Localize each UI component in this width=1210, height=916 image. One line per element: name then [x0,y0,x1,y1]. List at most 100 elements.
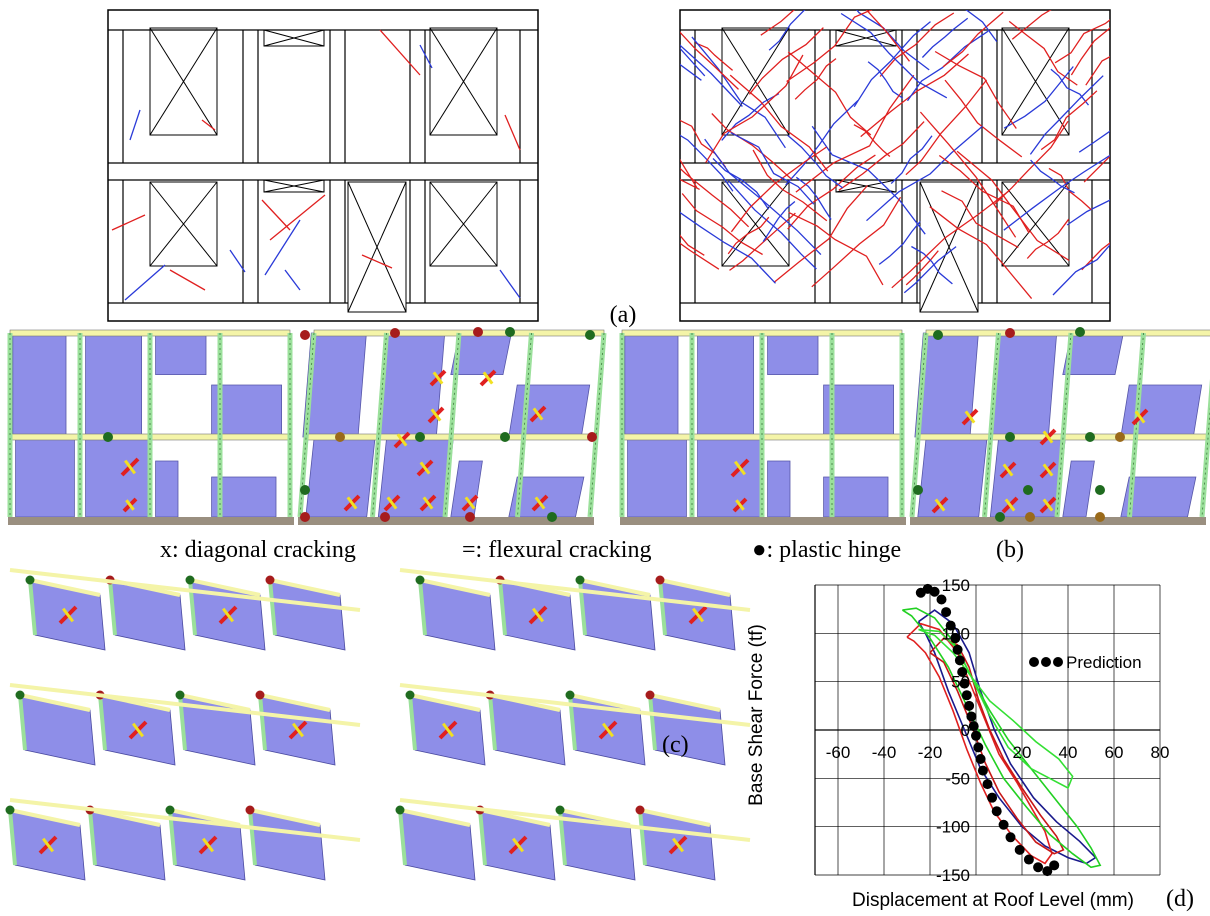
diagonal-crack-mark [934,498,946,512]
crack-line [860,53,969,138]
crack-line [1003,154,1110,231]
y-tick-label: 50 [951,673,970,692]
beam [269,578,341,597]
column [8,809,17,866]
wall-panel [89,809,166,881]
prediction-point [959,678,970,689]
x-tick-label: 40 [1059,743,1078,762]
diagonal-crack-mark [61,607,75,623]
prediction-point [975,754,986,764]
x-tick-label: -20 [918,743,943,762]
wall-panel [767,460,791,518]
panel-a-left-elevation [107,9,539,322]
column [398,809,407,866]
crack-line [229,249,246,273]
legend-prediction-marker [1053,657,1063,667]
plastic-hinge-marker [390,328,400,338]
crack-line [752,149,828,222]
crack-line [680,31,739,90]
prediction-point [968,721,979,732]
crack-line [878,220,921,265]
crack-line [694,42,734,71]
crack-line [1008,20,1078,86]
beam [399,798,751,842]
crack-line [261,199,291,231]
plastic-hinge-marker [185,575,195,585]
plastic-hinge-marker [245,805,255,815]
crack-line [762,201,796,242]
crack-line [840,12,948,99]
prediction-point [971,730,981,741]
prediction-point [954,655,965,666]
crack-line [499,269,521,299]
chart-tick-labels: -60 -40 -20 20 40 60 80 -150 -100 -50 0 50 100 150 [826,576,1170,885]
diagonal-crack-mark [1002,463,1014,477]
crack-line [361,254,393,269]
diagonal-crack-mark [602,722,614,738]
crack-line [129,109,141,141]
wall-panel [155,460,179,518]
prediction-point [1049,860,1060,871]
x-tick-label: 60 [1105,743,1124,762]
diagonal-crack-mark [430,408,442,422]
plastic-hinge-marker [1025,512,1035,522]
panel-b-fe-frames [7,327,1210,525]
beam [479,808,551,827]
plastic-hinge-marker [913,485,923,495]
prediction-point [964,700,975,711]
diagonal-crack-mark [292,722,304,738]
crack-line [1083,155,1110,183]
plastic-hinge-marker [265,575,275,585]
column [108,579,117,636]
crack-line [934,50,1017,129]
crack-line [921,17,969,58]
prediction-point [973,742,984,753]
crack-line [787,154,876,230]
legend-flexural-cracking: =: flexural cracking [462,537,651,563]
wall-panel [155,332,207,376]
crack-line [1003,66,1074,129]
crack-line [504,114,521,151]
column [638,809,647,866]
column [418,579,427,636]
prediction-point [982,779,993,790]
plastic-hinge-marker [175,690,185,700]
beam [189,578,261,597]
wall-panel [489,694,566,766]
crack-line [680,63,702,81]
prediction-point [1042,866,1053,877]
crack-line [680,44,743,107]
chart-axes [814,585,1160,875]
crack-line [905,250,939,286]
plastic-hinge-marker [415,432,425,442]
crack-line [866,125,984,222]
column-mesh [517,332,532,518]
plastic-hinge-marker [547,512,557,522]
beam [569,693,641,712]
beam [399,568,751,612]
beam [259,693,331,712]
plastic-hinge-marker [1023,485,1033,495]
crack-line [1085,55,1110,86]
crack-line [711,113,792,180]
plastic-hinge-marker [1095,512,1105,522]
crack-line [760,10,795,36]
crack-line [879,12,955,77]
prediction-point [991,806,1002,817]
crack-line [680,47,706,77]
prediction-point [957,667,968,677]
column-mesh [589,332,605,518]
3d-model-1 [5,568,361,881]
crack-line [867,61,904,99]
diagonal-crack-mark [1042,463,1054,477]
wall-panel [399,809,476,881]
column-mesh [984,332,999,518]
beam [169,808,241,827]
plastic-hinge-marker [1075,327,1085,337]
plastic-hinge-marker [585,330,595,340]
column [1199,378,1210,518]
hysteresis-loop [918,628,1074,790]
diagonal-crack-mark [735,499,745,511]
crack-line [730,132,815,205]
